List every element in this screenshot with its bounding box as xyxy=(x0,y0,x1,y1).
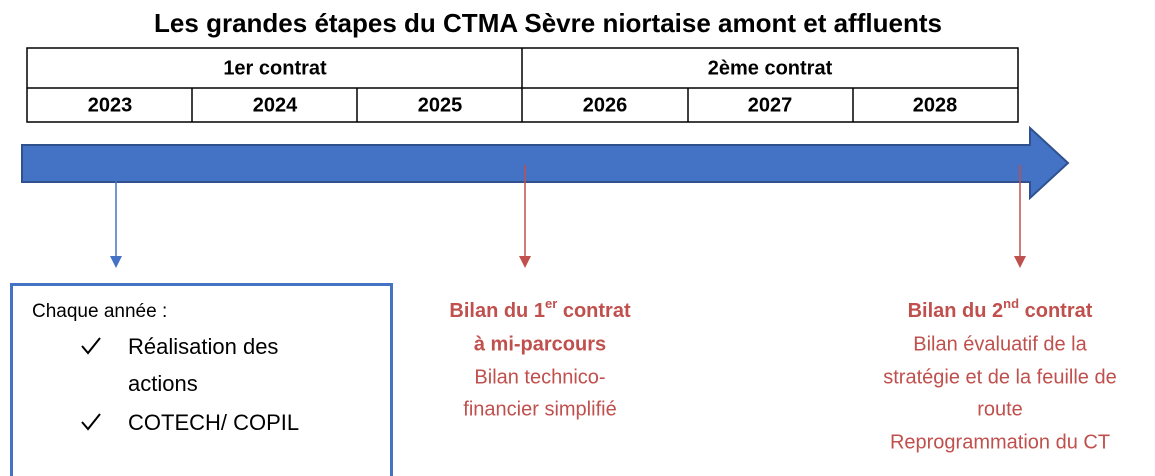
superscript: er xyxy=(545,296,557,311)
superscript: nd xyxy=(1003,296,1019,311)
year-label: 2026 xyxy=(583,94,628,116)
check-icon xyxy=(81,413,101,431)
text: Bilan du 2 xyxy=(908,300,1004,322)
year-label: 2024 xyxy=(253,94,298,116)
pointer-arrows xyxy=(110,165,1026,268)
arrow-head xyxy=(110,256,122,268)
final-review-line: Reprogrammation du CT xyxy=(890,431,1110,453)
mid-review-line: Bilan technico- xyxy=(474,366,605,388)
year-label: 2025 xyxy=(418,94,463,116)
box-item: Réalisation des xyxy=(128,334,278,359)
box-item: COTECH/ COPIL xyxy=(128,410,299,435)
arrow-head xyxy=(1014,256,1026,268)
final-review-title: Bilan du 2nd contrat xyxy=(908,296,1093,322)
year-label: 2023 xyxy=(88,94,133,116)
text: contrat xyxy=(557,300,631,322)
box-item: actions xyxy=(128,371,198,396)
title: Les grandes étapes du CTMA Sèvre niortai… xyxy=(154,8,942,38)
year-label: 2028 xyxy=(913,94,958,116)
box-heading: Chaque année : xyxy=(32,301,167,322)
final-review-line: stratégie et de la feuille de xyxy=(883,366,1117,388)
check-icon xyxy=(81,337,101,355)
text: Bilan du 1 xyxy=(449,300,545,322)
final-review-line: Bilan évaluatif de la xyxy=(913,333,1087,355)
final-review-line: route xyxy=(977,398,1023,420)
mid-review-line: financier simplifié xyxy=(463,398,616,420)
contract-label: 1er contrat xyxy=(223,57,327,79)
mid-review-title: Bilan du 1er contrat xyxy=(449,296,631,322)
timeline-arrow xyxy=(21,125,1070,201)
timeline-table xyxy=(26,47,1019,123)
contract-label: 2ème contrat xyxy=(708,57,833,79)
yearly-box xyxy=(10,283,393,476)
mid-review-line: à mi-parcours xyxy=(474,333,606,355)
arrow-head xyxy=(519,256,531,268)
year-label: 2027 xyxy=(748,94,793,116)
text: contrat xyxy=(1019,300,1093,322)
